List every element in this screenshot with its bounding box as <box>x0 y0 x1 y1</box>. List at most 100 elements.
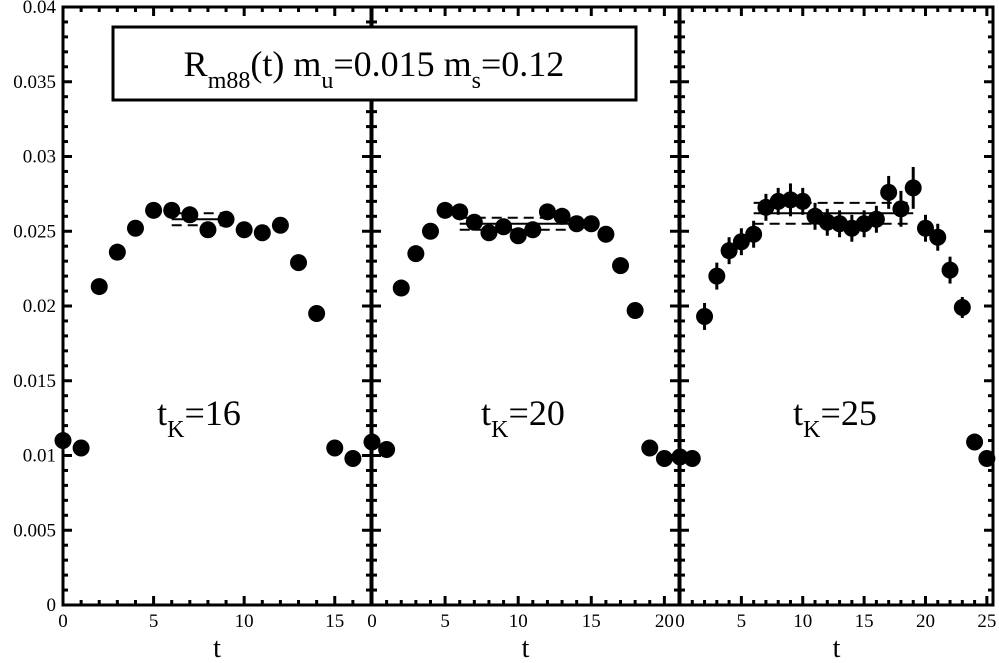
panel-label-sub: K <box>491 417 509 443</box>
y-ticks <box>680 5 993 607</box>
y-axis-tick-labels: 0 0.005 0.01 0.015 0.02 0.025 0.03 0.035 0.04 <box>13 0 56 616</box>
y-tick-label: 0.04 <box>23 0 57 18</box>
y-tick-label: 0.025 <box>13 221 56 242</box>
data-point <box>480 224 498 242</box>
panel-label: tK=16 <box>157 393 241 443</box>
x-tick-label: 10 <box>509 611 528 632</box>
data-point <box>509 227 527 245</box>
x-axis-label: t <box>833 633 841 663</box>
data-point <box>90 278 108 296</box>
data-point <box>145 201 163 219</box>
x-tick-label: 25 <box>977 611 996 632</box>
data-point <box>880 183 898 201</box>
data-point <box>867 210 885 228</box>
plot-frame <box>678 5 995 607</box>
panel-label-value: =25 <box>821 393 877 433</box>
panel-label-main: t <box>157 393 167 433</box>
data-point <box>392 279 410 297</box>
data-point <box>655 449 673 467</box>
data-point <box>568 215 586 233</box>
x-tick-label: 20 <box>916 611 935 632</box>
data-point <box>126 219 144 237</box>
data-point <box>720 242 738 260</box>
panel-label: tK=20 <box>481 393 565 443</box>
data-point <box>582 215 600 233</box>
panel-label-main: t <box>481 393 491 433</box>
y-tick-label: 0.03 <box>23 147 56 168</box>
data-point <box>745 225 763 243</box>
panel-label-sub: K <box>803 417 821 443</box>
chart-panel: 0 5 10 15 20 25 t <box>671 5 996 663</box>
x-ticks <box>678 7 989 605</box>
data-point <box>326 439 344 457</box>
x-tick-label: 15 <box>855 611 874 632</box>
data-point <box>495 218 513 236</box>
data-point <box>978 449 996 467</box>
data-point <box>407 245 425 263</box>
data-point <box>290 254 308 272</box>
x-tick-label: 0 <box>58 611 68 632</box>
data-point <box>217 210 235 228</box>
panel-label-sub: K <box>167 417 185 443</box>
data-point <box>72 439 90 457</box>
data-point <box>732 233 750 251</box>
data-point <box>363 433 381 451</box>
x-tick-label: 15 <box>325 611 344 632</box>
x-tick-label: 15 <box>582 611 601 632</box>
y-tick-label: 0.02 <box>23 296 56 317</box>
data-point <box>929 228 947 246</box>
data-point <box>344 449 362 467</box>
panel-labels: tK=16 tK=20 tK=25 <box>157 393 877 443</box>
panel-label-value: =16 <box>185 393 241 433</box>
x-tick-label: 10 <box>793 611 812 632</box>
x-tick-label: 5 <box>737 611 747 632</box>
data-point <box>421 222 439 240</box>
data-point <box>524 221 542 239</box>
chart-title-box: Rm88(t) mu=0.015 ms=0.12 <box>111 25 638 102</box>
data-point <box>436 201 454 219</box>
panel-label-value: =20 <box>509 393 565 433</box>
data-point <box>378 441 396 459</box>
x-axis-label: t <box>522 633 530 663</box>
data-point <box>966 433 984 451</box>
data-point <box>451 203 469 221</box>
data-point <box>465 213 483 231</box>
chart-panel: 0 5 10 15 20 t <box>363 5 681 663</box>
data-point <box>253 224 271 242</box>
chart-panel: 0 5 10 15 t <box>54 5 373 663</box>
data-point <box>538 203 556 221</box>
data-point <box>696 307 714 325</box>
panel-label: tK=25 <box>793 393 877 443</box>
panel-label-main: t <box>793 393 803 433</box>
data-point <box>308 304 326 322</box>
data-point <box>181 206 199 224</box>
data-point <box>708 267 726 285</box>
data-point <box>683 449 701 467</box>
data-point <box>916 219 934 237</box>
chart-title-frame <box>111 25 638 102</box>
x-tick-label: 0 <box>367 611 377 632</box>
data-point <box>904 179 922 197</box>
x-tick-label: 5 <box>149 611 159 632</box>
data-point <box>163 201 181 219</box>
data-point <box>626 301 644 319</box>
y-tick-label: 0.005 <box>13 520 56 541</box>
x-tick-label: 5 <box>440 611 450 632</box>
data-point <box>641 439 659 457</box>
data-point <box>794 192 812 210</box>
chart-panels: 0 5 10 15 t 0 5 10 15 20 t 0 5 10 15 20 25 t <box>54 5 996 663</box>
x-tick-label: 10 <box>235 611 254 632</box>
y-tick-label: 0 <box>47 595 57 616</box>
x-axis-label: t <box>213 633 221 663</box>
y-tick-label: 0.035 <box>13 72 56 93</box>
chart-title: Rm88(t) mu=0.015 ms=0.12 <box>184 44 565 94</box>
data-point <box>941 261 959 279</box>
x-tick-label: 0 <box>675 611 685 632</box>
data-point <box>953 298 971 316</box>
data-point <box>597 225 615 243</box>
data-point <box>271 216 289 234</box>
data-point <box>235 221 253 239</box>
data-point <box>199 221 217 239</box>
y-tick-label: 0.01 <box>23 446 56 467</box>
